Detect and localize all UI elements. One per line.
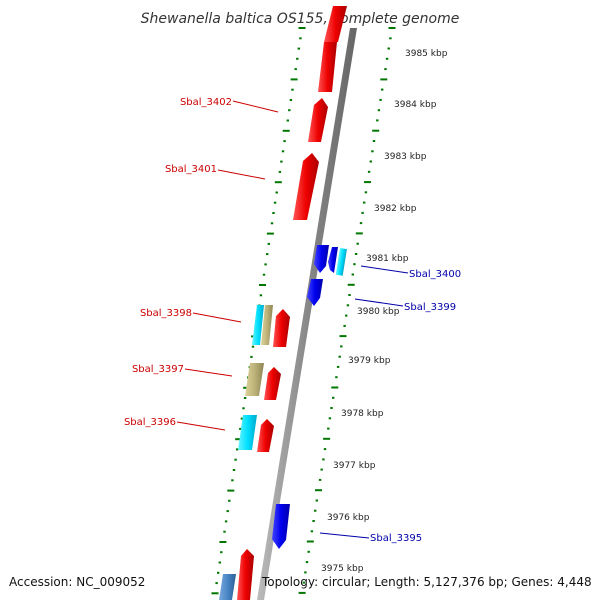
kbp-tick-label: 3978 kbp <box>341 409 384 419</box>
gene-feature-reverse[interactable] <box>314 245 329 273</box>
gene-feature-forward[interactable] <box>273 309 290 347</box>
gene-feature-forward[interactable] <box>237 549 254 600</box>
kbp-tick-label: 3985 kbp <box>405 49 448 59</box>
gene-label-sbal-3395[interactable]: Sbal_3395 <box>370 533 422 544</box>
gene-feature-forward[interactable] <box>324 6 347 42</box>
kbp-tick-label: 3980 kbp <box>357 307 400 317</box>
gene-feature-forward[interactable] <box>264 367 281 400</box>
kbp-tick-label: 3979 kbp <box>348 356 391 366</box>
kbp-tick-label: 3983 kbp <box>384 152 427 162</box>
genome-info-text: Topology: circular; Length: 5,127,376 bp… <box>261 575 592 589</box>
gene-label-sbal-3402[interactable]: Sbal_3402 <box>180 97 232 108</box>
gene-feature-forward[interactable] <box>318 42 337 92</box>
gene-feature-cyan[interactable] <box>335 248 347 276</box>
tick-strand-right <box>298 27 396 594</box>
gene-label-sbal-3399[interactable]: Sbal_3399 <box>404 302 456 313</box>
gene-feature-sbal-3396[interactable] <box>238 415 257 450</box>
gene-features <box>219 6 347 600</box>
gene-label-leader <box>354 298 404 307</box>
gene-feature-sbal-3401[interactable] <box>293 153 319 220</box>
gene-feature-sbal-3402[interactable] <box>308 98 328 142</box>
gene-label-sbal-3398[interactable]: Sbal_3398 <box>140 308 192 319</box>
gene-label-leader <box>217 169 266 180</box>
gene-feature-sbal-3398[interactable] <box>252 305 264 345</box>
gene-label-sbal-3396[interactable]: Sbal_3396 <box>124 417 176 428</box>
gene-label-leader <box>360 265 409 274</box>
kbp-scale: 3985 kbp 3984 kbp 3983 kbp 3982 kbp 3981… <box>321 49 448 574</box>
gene-label-leader <box>319 532 370 539</box>
gene-feature-khaki[interactable] <box>261 305 273 345</box>
gene-feature-steel[interactable] <box>219 574 236 600</box>
gene-feature-sbal-3400[interactable] <box>328 247 338 273</box>
gene-label-sbal-3397[interactable]: Sbal_3397 <box>132 364 184 375</box>
gene-labels: Sbal_3402 Sbal_3401 Sbal_3400 Sbal_3399 … <box>124 97 461 544</box>
genome-title: Shewanella baltica OS155, complete genom… <box>141 11 460 27</box>
gene-feature-sbal-3395[interactable] <box>272 504 290 549</box>
accession-text: Accession: NC_009052 <box>9 575 145 589</box>
kbp-tick-label: 3984 kbp <box>394 100 437 110</box>
gene-label-sbal-3400[interactable]: Sbal_3400 <box>409 269 461 280</box>
gene-label-leader <box>176 421 226 431</box>
kbp-tick-label: 3982 kbp <box>374 204 417 214</box>
gene-label-leader <box>192 312 242 323</box>
kbp-tick-label: 3981 kbp <box>366 254 409 264</box>
gene-feature-sbal-3399[interactable] <box>307 279 323 306</box>
gene-feature-forward[interactable] <box>257 419 274 452</box>
gene-label-sbal-3401[interactable]: Sbal_3401 <box>165 164 217 175</box>
kbp-tick-label: 3976 kbp <box>327 513 370 523</box>
kbp-tick-label: 3977 kbp <box>333 461 376 471</box>
genome-backbone <box>257 28 357 600</box>
gene-label-leader <box>184 368 233 377</box>
kbp-tick-label: 3975 kbp <box>321 564 364 574</box>
gene-feature-sbal-3397[interactable] <box>245 363 264 396</box>
gene-label-leader <box>232 100 279 113</box>
